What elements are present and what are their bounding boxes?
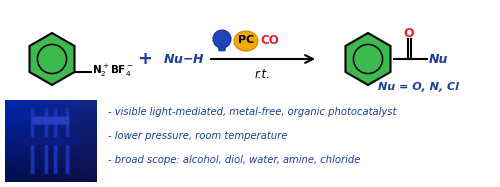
Text: +: +	[138, 50, 152, 68]
Text: PC: PC	[238, 35, 254, 45]
Text: Nu: Nu	[429, 53, 448, 65]
Text: O: O	[404, 27, 414, 39]
Text: r.t.: r.t.	[255, 68, 271, 80]
Ellipse shape	[234, 31, 258, 51]
Text: Nu = O, N, Cl: Nu = O, N, Cl	[378, 82, 459, 92]
Text: - lower pressure, room temperature: - lower pressure, room temperature	[108, 131, 288, 141]
Polygon shape	[346, 33, 391, 85]
Polygon shape	[218, 47, 226, 51]
Text: N$_2^+$BF$_4^-$: N$_2^+$BF$_4^-$	[92, 63, 134, 79]
Text: Nu$\mathbf{-}$H: Nu$\mathbf{-}$H	[163, 53, 205, 65]
Text: - broad scope: alcohol, diol, water, amine, chloride: - broad scope: alcohol, diol, water, ami…	[108, 155, 360, 165]
Text: CO: CO	[260, 33, 279, 47]
Text: - visible light-mediated, metal-free, organic photocatalyst: - visible light-mediated, metal-free, or…	[108, 107, 397, 117]
Circle shape	[213, 30, 231, 48]
Polygon shape	[30, 33, 74, 85]
